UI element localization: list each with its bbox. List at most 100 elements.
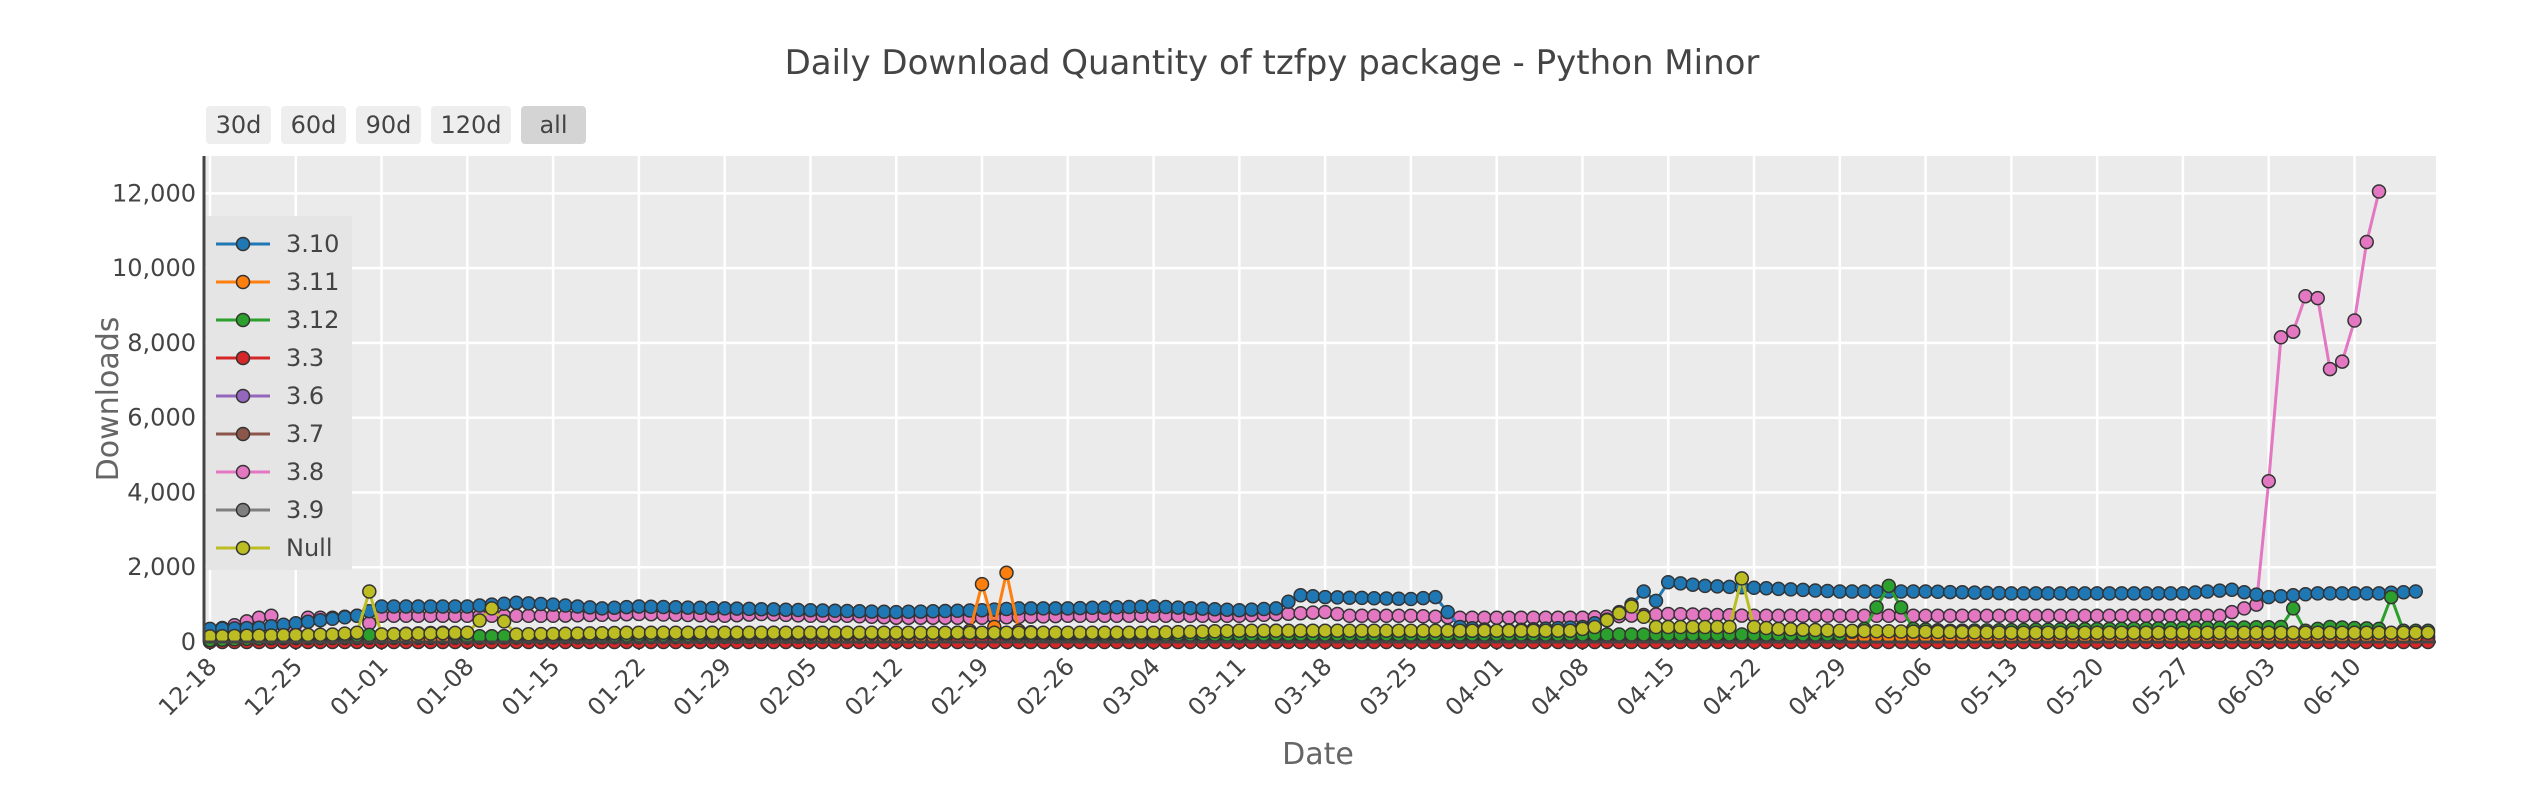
legend-item[interactable]: Null	[216, 534, 333, 562]
data-point	[1379, 591, 1394, 606]
data-point	[362, 627, 377, 643]
legend-label: 3.6	[286, 382, 324, 410]
data-point	[864, 625, 879, 640]
data-point	[1697, 619, 1713, 635]
data-point	[1734, 608, 1750, 623]
data-point	[1918, 624, 1933, 639]
legend-item[interactable]: 3.6	[216, 382, 324, 410]
data-point	[1795, 608, 1811, 624]
data-point	[545, 597, 561, 612]
data-point	[1281, 606, 1296, 621]
data-point	[680, 600, 696, 615]
data-point	[1293, 588, 1308, 603]
range-button-90d[interactable]: 90d	[356, 106, 421, 144]
data-point	[962, 625, 978, 640]
data-point	[1134, 625, 1149, 640]
legend-item[interactable]: 3.7	[216, 420, 324, 448]
legend-item[interactable]: 3.8	[216, 458, 324, 486]
data-point	[1844, 608, 1860, 624]
range-button-30d[interactable]: 30d	[206, 106, 271, 144]
data-point	[374, 599, 389, 614]
data-point	[2334, 354, 2350, 369]
legend-item[interactable]: 3.11	[216, 268, 339, 296]
data-point	[1342, 623, 1357, 639]
data-point	[1697, 578, 1713, 594]
data-point	[1967, 608, 1982, 624]
data-point	[2359, 234, 2374, 250]
data-point	[692, 625, 708, 640]
data-point	[533, 626, 549, 642]
data-point	[2089, 625, 2105, 640]
data-point	[1685, 577, 1701, 592]
data-point	[1636, 584, 1651, 599]
data-point	[472, 598, 487, 613]
legend-label: Null	[286, 534, 333, 562]
data-point	[937, 625, 953, 640]
data-point	[2224, 604, 2240, 620]
data-point	[1685, 619, 1701, 635]
data-point	[2212, 625, 2227, 640]
data-point	[1305, 588, 1321, 604]
data-point	[1036, 601, 1051, 616]
data-point	[1967, 585, 1982, 600]
legend-item[interactable]: 3.12	[216, 306, 339, 334]
data-point	[2151, 625, 2166, 640]
data-point	[1158, 625, 1174, 640]
data-point	[643, 599, 659, 615]
data-point	[2004, 586, 2019, 601]
legend-item[interactable]: 3.9	[216, 496, 324, 524]
data-point	[435, 599, 451, 614]
range-button-all[interactable]: all	[521, 106, 586, 144]
data-point	[2053, 608, 2068, 624]
data-point	[2187, 625, 2203, 640]
data-point	[447, 599, 463, 614]
data-point	[2347, 586, 2362, 601]
data-point	[1403, 623, 1419, 639]
data-point	[496, 596, 512, 611]
data-point	[729, 625, 745, 640]
range-button-120d[interactable]: 120d	[431, 106, 511, 144]
legend-swatch-marker	[235, 464, 251, 480]
range-button-60d[interactable]: 60d	[281, 106, 346, 144]
data-point	[1219, 602, 1235, 617]
legend-swatch-marker	[235, 540, 251, 556]
data-point	[1660, 606, 1676, 622]
data-point	[1170, 600, 1186, 615]
data-point	[1734, 627, 1750, 642]
x-tick-label: 01-01	[325, 652, 394, 721]
legend-item[interactable]: 3.3	[216, 344, 324, 372]
data-point	[2175, 625, 2191, 640]
range-button-bg	[206, 106, 271, 144]
data-point	[1906, 624, 1921, 639]
data-point	[1562, 623, 1578, 639]
data-point	[1869, 623, 1884, 639]
data-point	[2273, 330, 2289, 345]
data-point	[1930, 624, 1946, 640]
data-point	[2420, 625, 2436, 640]
data-point	[521, 627, 536, 642]
data-point	[2359, 586, 2374, 601]
data-point	[1513, 610, 1529, 625]
data-point	[1268, 601, 1284, 616]
y-tick-label: 2,000	[127, 553, 196, 581]
data-point	[411, 599, 426, 614]
data-point	[1746, 619, 1762, 635]
data-point	[2298, 587, 2313, 602]
legend-label: 3.9	[286, 496, 324, 524]
legend-item[interactable]: 3.10	[216, 230, 339, 258]
data-point	[1023, 625, 1039, 640]
data-point	[1648, 593, 1664, 609]
x-tick-label: 05-13	[1954, 652, 2023, 721]
data-point	[2249, 587, 2264, 602]
data-point	[300, 614, 316, 630]
data-point	[766, 625, 781, 640]
y-tick-label: 0	[181, 628, 196, 656]
data-point	[1354, 623, 1370, 639]
data-point	[1195, 601, 1210, 616]
y-tick-labels: 0 2,000 4,000 6,000 8,000 10,000 12,000	[112, 179, 196, 656]
data-point	[2102, 608, 2117, 624]
data-point	[325, 611, 340, 627]
data-point	[937, 603, 953, 619]
data-point	[778, 602, 794, 617]
data-point	[276, 628, 291, 643]
